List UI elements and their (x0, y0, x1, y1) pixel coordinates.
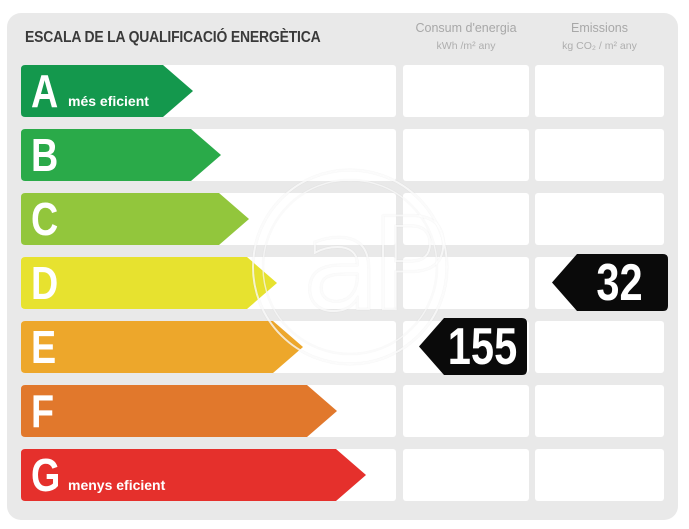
rating-letter-e: E (31, 321, 57, 373)
consum-cell-g (403, 449, 529, 501)
rating-letter-g: G (31, 449, 61, 501)
page-title: ESCALA DE LA QUALIFICACIÓ ENERGÈTICA (25, 29, 321, 46)
consum-cell-c (403, 193, 529, 245)
rating-arrow-a (21, 65, 193, 117)
emissions-cell-d: 32 (535, 254, 668, 311)
consum-cell-f (403, 385, 529, 437)
rating-bar-f: F (21, 385, 337, 437)
rating-bar-strip-f: F (21, 385, 396, 437)
rating-label-a: més eficient (68, 93, 149, 109)
column-header-emissions: Emissions kg CO₂ / m² any (535, 21, 664, 53)
rating-arrow-d (21, 257, 277, 309)
consum-cell-d (403, 257, 529, 309)
emissions-cell-b (535, 129, 664, 181)
rating-arrow-b (21, 129, 221, 181)
rating-letter-d: D (31, 257, 59, 309)
rating-arrow-g (21, 449, 366, 501)
rating-bar-strip-b: B (21, 129, 396, 181)
rating-arrow-c (21, 193, 249, 245)
consum-cell-a (403, 65, 529, 117)
rating-bar-strip-c: C (21, 193, 396, 245)
emissions-value-badge-shape (552, 254, 668, 311)
rating-bar-d: D (21, 257, 277, 309)
consum-cell-e: 155 (403, 318, 529, 375)
consum-header-unit: kWh /m² any (436, 40, 496, 52)
rating-letter-b: B (31, 129, 59, 181)
rating-row-f: F (21, 385, 664, 437)
rating-bar-e: E (21, 321, 303, 373)
consum-cell-b (403, 129, 529, 181)
rating-bar-strip-e: E (21, 321, 396, 373)
emissions-cell-a (535, 65, 664, 117)
emissions-value-badge-value: 32 (596, 253, 643, 312)
emissions-cell-g (535, 449, 664, 501)
rating-arrow-f (21, 385, 337, 437)
rating-row-e: E 155 (21, 318, 664, 375)
emissions-cell-c (535, 193, 664, 245)
rating-row-d: D 32 (21, 254, 668, 311)
emissions-header-title: Emissions (571, 21, 628, 35)
emissions-header-unit: kg CO₂ / m² any (562, 40, 637, 52)
column-header-consum: Consum d'energia kWh /m² any (403, 21, 529, 53)
energy-scale-card: ESCALA DE LA QUALIFICACIÓ ENERGÈTICA Con… (7, 13, 678, 520)
rating-bar-c: C (21, 193, 249, 245)
rating-letter-a: A (31, 65, 59, 117)
rating-bar-strip-d: D (21, 257, 396, 309)
rating-row-c: C (21, 193, 664, 245)
rating-label-g: menys eficient (68, 477, 166, 493)
rating-row-b: B (21, 129, 664, 181)
emissions-cell-e (535, 321, 664, 373)
emissions-value-badge: 32 (552, 254, 668, 311)
consum-value-badge-value: 155 (447, 317, 518, 376)
consum-header-title: Consum d'energia (415, 21, 517, 35)
rating-bar-b: B (21, 129, 221, 181)
rating-letter-c: C (31, 193, 59, 245)
emissions-cell-f (535, 385, 664, 437)
rating-arrow-e (21, 321, 303, 373)
consum-value-badge: 155 (419, 318, 527, 375)
rating-letter-f: F (31, 385, 55, 437)
